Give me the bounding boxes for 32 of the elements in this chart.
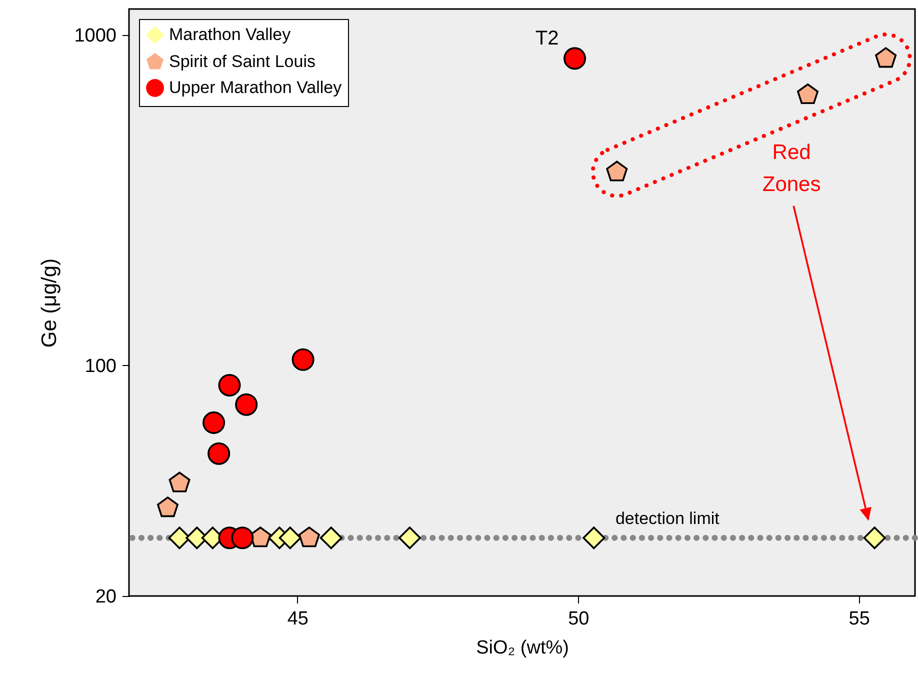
x-tick-label: 45 [287, 608, 308, 630]
x-axis-title: SiO₂ (wt%) [476, 638, 569, 658]
point [606, 160, 628, 182]
legend-label: Marathon Valley [169, 25, 292, 44]
annotation: T2 [535, 27, 559, 50]
point [156, 496, 178, 518]
point [863, 526, 886, 550]
x-tick-label: 50 [568, 608, 590, 630]
point [875, 47, 897, 68]
point [797, 83, 819, 104]
ref-line-label: detection limit [615, 508, 720, 528]
legend-label: Upper Marathon Valley [169, 78, 342, 97]
point [564, 47, 586, 70]
point [320, 526, 342, 550]
annotation: Red Zones [762, 140, 821, 196]
point [218, 374, 241, 396]
point [278, 526, 302, 550]
y-axis-title: Ge (μg/g) [38, 258, 62, 348]
point [298, 526, 320, 548]
point [582, 526, 606, 550]
point [398, 526, 421, 550]
y-tick-label: 20 [95, 586, 116, 608]
y-tick-label: 100 [84, 356, 116, 377]
point [168, 472, 190, 492]
point [202, 411, 226, 434]
x-tick-label: 55 [848, 608, 870, 630]
legend-label: Spirit of Saint Louis [169, 52, 316, 71]
point [235, 393, 258, 416]
point [231, 526, 254, 550]
point [292, 348, 314, 371]
y-tick-label: 1000 [74, 26, 116, 47]
point [208, 442, 230, 465]
